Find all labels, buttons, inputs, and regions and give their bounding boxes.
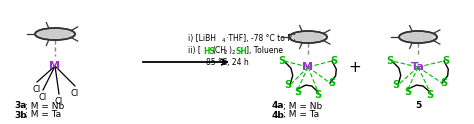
Text: SH: SH xyxy=(236,46,248,56)
Text: 85 °C, 24 h: 85 °C, 24 h xyxy=(206,59,249,67)
Text: Cl: Cl xyxy=(33,85,41,94)
Text: S: S xyxy=(386,56,393,66)
Text: S: S xyxy=(328,78,336,88)
Text: ; M = Nb: ; M = Nb xyxy=(25,102,64,110)
Text: S: S xyxy=(314,90,321,100)
Text: S: S xyxy=(284,80,292,90)
Ellipse shape xyxy=(403,32,433,42)
Text: 4b: 4b xyxy=(272,110,285,120)
Text: S: S xyxy=(440,78,447,88)
Text: 5: 5 xyxy=(415,102,421,110)
Text: ii) [: ii) [ xyxy=(188,46,201,56)
Text: i) [LiBH: i) [LiBH xyxy=(188,34,216,44)
Text: Cl: Cl xyxy=(39,93,47,102)
Text: 2: 2 xyxy=(232,50,236,56)
Text: 4a: 4a xyxy=(272,102,284,110)
Text: ; M = Nb: ; M = Nb xyxy=(283,102,322,110)
Text: 2: 2 xyxy=(224,50,228,56)
Text: +: + xyxy=(348,60,361,75)
Text: 4: 4 xyxy=(222,38,226,44)
Text: S: S xyxy=(404,87,411,97)
Text: ·THF], -78 °C to RT: ·THF], -78 °C to RT xyxy=(226,34,297,44)
Text: S: S xyxy=(294,87,301,97)
Text: (CH: (CH xyxy=(212,46,226,56)
Text: Cl: Cl xyxy=(71,89,79,98)
Text: M: M xyxy=(302,62,313,72)
Text: ): ) xyxy=(228,46,231,56)
Text: S: S xyxy=(392,80,400,90)
Text: S: S xyxy=(330,56,337,66)
Ellipse shape xyxy=(293,32,323,42)
Text: S: S xyxy=(442,56,449,66)
Text: Ta: Ta xyxy=(411,62,425,72)
Text: S: S xyxy=(278,56,285,66)
Text: ; M = Ta: ; M = Ta xyxy=(25,110,61,120)
Ellipse shape xyxy=(39,29,71,39)
Text: HS: HS xyxy=(203,46,215,56)
Text: 3b: 3b xyxy=(14,110,27,120)
Text: 3a: 3a xyxy=(14,102,27,110)
Text: S: S xyxy=(427,90,434,100)
Text: M: M xyxy=(49,61,61,71)
Text: ], Toluene: ], Toluene xyxy=(246,46,283,56)
Text: Cl: Cl xyxy=(55,97,63,106)
Text: ; M = Ta: ; M = Ta xyxy=(283,110,319,120)
